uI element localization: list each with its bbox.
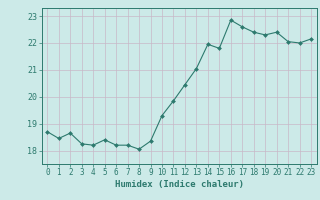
X-axis label: Humidex (Indice chaleur): Humidex (Indice chaleur)	[115, 180, 244, 189]
